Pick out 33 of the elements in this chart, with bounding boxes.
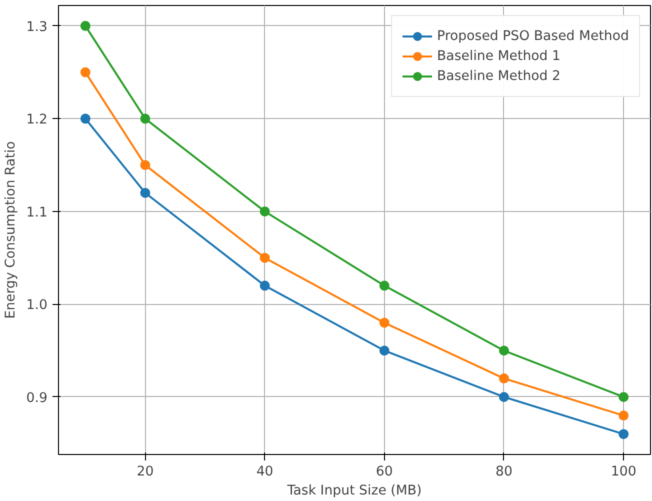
point — [379, 346, 390, 356]
y-tick-label: 0.9 — [26, 390, 48, 406]
point — [260, 280, 270, 291]
legend-label: Proposed PSO Based Method — [437, 28, 629, 44]
x-tick-label: 20 — [136, 464, 154, 480]
x-tick-label: 80 — [496, 464, 512, 480]
point — [260, 252, 270, 263]
x-axis-title: Task Input Size (MB) — [286, 484, 422, 498]
x-tick-label: 100 — [610, 464, 636, 480]
point — [618, 429, 629, 440]
point — [618, 410, 629, 421]
point — [80, 67, 90, 78]
point — [498, 373, 509, 384]
point — [80, 20, 90, 31]
point — [498, 346, 509, 356]
point — [140, 160, 150, 170]
y-tick-label: 1.3 — [26, 20, 48, 35]
legend-label: Baseline Method 1 — [437, 48, 560, 64]
y-tick-label: 1.0 — [26, 298, 48, 314]
legend-label: Baseline Method 2 — [437, 68, 560, 84]
point — [379, 318, 390, 328]
point — [379, 280, 390, 291]
point — [140, 188, 150, 198]
point — [140, 114, 150, 124]
x-tick-label: 60 — [376, 464, 393, 480]
point — [618, 392, 629, 402]
point — [80, 114, 90, 124]
x-tick-label: 40 — [256, 464, 274, 480]
y-tick-label: 1.2 — [26, 112, 48, 128]
y-tick-label: 1.1 — [26, 205, 48, 220]
point — [498, 392, 509, 402]
point — [260, 206, 270, 216]
y-axis-title: Energy Consumption Ratio — [3, 141, 18, 319]
